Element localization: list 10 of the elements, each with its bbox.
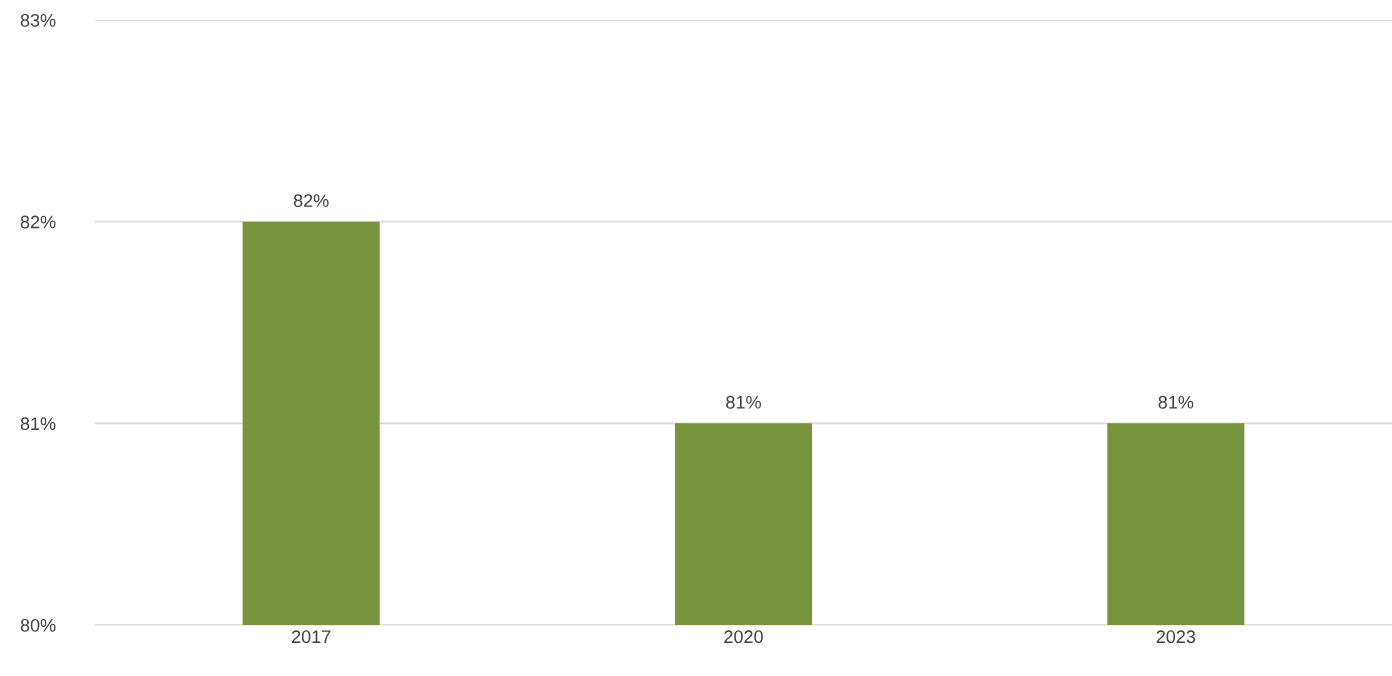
data-label: 81%	[726, 395, 761, 409]
y-tick-label: 80%	[20, 618, 56, 632]
x-tick-label: 2017	[291, 630, 331, 644]
y-tick-label: 82%	[20, 215, 56, 229]
data-label: 82%	[293, 194, 329, 207]
x-tick-label: 2023	[1156, 630, 1196, 644]
data-label: 81%	[1158, 395, 1194, 409]
y-tick-label: 81%	[20, 417, 56, 431]
x-tick-label: 2020	[724, 630, 763, 644]
y-tick-label: 83%	[20, 13, 56, 27]
